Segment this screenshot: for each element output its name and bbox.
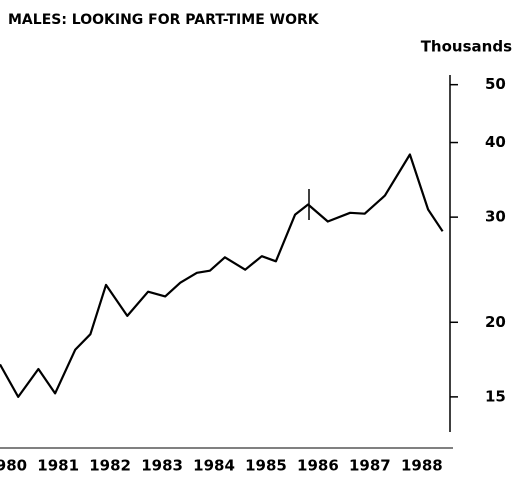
- x-tick-label: 1983: [141, 457, 183, 475]
- x-tick-label: 1982: [89, 457, 131, 475]
- y-tick-label: 30: [485, 208, 506, 226]
- y-tick-label: 40: [485, 133, 506, 151]
- x-tick-label: 1987: [349, 457, 391, 475]
- chart-title: MALES: LOOKING FOR PART-TIME WORK: [8, 12, 320, 28]
- y-tick-label: 15: [485, 387, 506, 405]
- y-tick-label: 20: [485, 313, 506, 331]
- y-tick-label: 50: [485, 75, 506, 93]
- x-tick-label: 1988: [401, 457, 443, 475]
- x-tick-label: 1984: [193, 457, 235, 475]
- line: [0, 153, 444, 398]
- x-tick-label: 1985: [245, 457, 287, 475]
- x-tick-label: 1980: [0, 457, 27, 475]
- x-tick-label: 1981: [37, 457, 79, 475]
- x-tick-label: 1986: [297, 457, 339, 475]
- y-axis-label: Thousands: [421, 38, 512, 56]
